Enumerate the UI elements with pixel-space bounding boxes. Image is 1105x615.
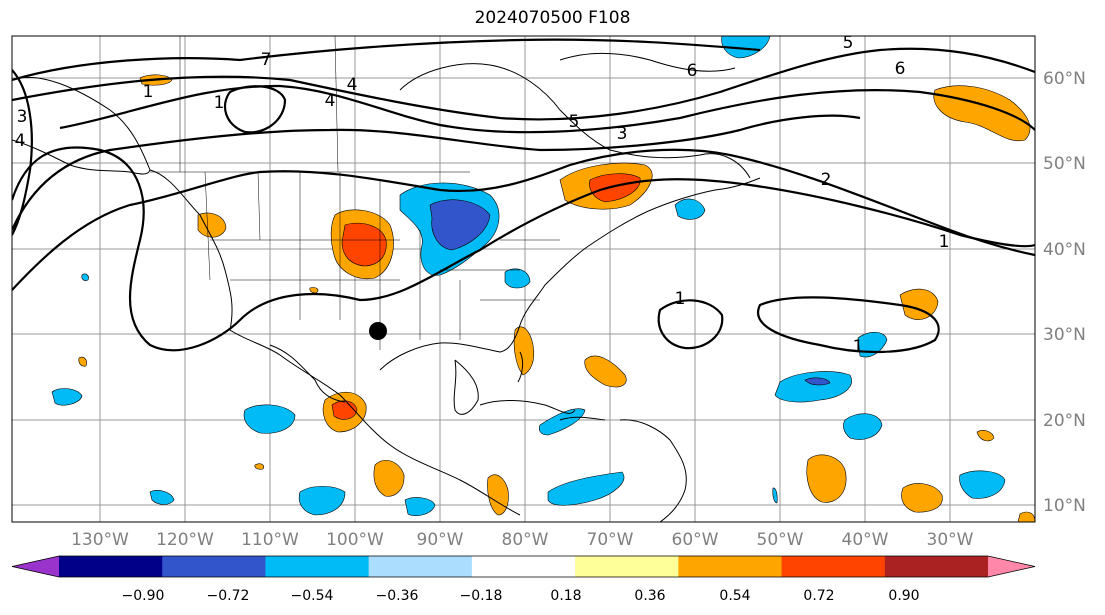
colorbar-segment bbox=[575, 556, 679, 577]
contour-label: 1 bbox=[939, 232, 950, 252]
lon-label: 100°W bbox=[326, 530, 384, 550]
contour-label: 1 bbox=[143, 82, 154, 102]
colorbar-segment bbox=[781, 556, 886, 577]
lon-label: 40°W bbox=[842, 530, 889, 550]
contour-label: 3 bbox=[17, 107, 28, 127]
colorbar-segment bbox=[162, 556, 266, 577]
map-frame bbox=[11, 35, 1036, 523]
lat-label: 60°N bbox=[1043, 69, 1086, 89]
lat-label: 50°N bbox=[1043, 154, 1086, 174]
colorbar-tick-label: −0.54 bbox=[291, 588, 334, 604]
map-title: 2024070500 F108 bbox=[474, 8, 631, 28]
lat-label: 40°N bbox=[1043, 240, 1086, 260]
colorbar-segment bbox=[59, 556, 163, 577]
contour-label: 5 bbox=[843, 33, 854, 53]
colorbar-tick-label: 0.54 bbox=[719, 588, 750, 604]
latitude-labels: 60°N 50°N 40°N 30°N 20°N 10°N bbox=[1043, 69, 1086, 516]
contour-label: 4 bbox=[15, 131, 26, 151]
colorbar-outline bbox=[11, 555, 1036, 578]
lon-label: 50°W bbox=[757, 530, 804, 550]
contour-label: 6 bbox=[687, 61, 698, 81]
colorbar-tick-label: −0.18 bbox=[460, 588, 503, 604]
lon-label: 90°W bbox=[417, 530, 464, 550]
lat-label: 30°N bbox=[1043, 325, 1086, 345]
longitude-labels: 130°W 120°W 110°W 100°W 90°W 80°W 70°W 6… bbox=[71, 530, 974, 550]
colorbar-extend-high bbox=[988, 556, 1035, 577]
colorbar-tick-label: −0.90 bbox=[122, 588, 165, 604]
lon-label: 120°W bbox=[156, 530, 214, 550]
colorbar-extend-low bbox=[12, 556, 59, 577]
colorbar-segment bbox=[678, 556, 783, 577]
colorbar-tick-labels: −0.90 −0.72 −0.54 −0.36 −0.18 0.18 0.36 … bbox=[122, 588, 920, 604]
colorbar-tick-label: 0.90 bbox=[888, 588, 919, 604]
gridlines bbox=[12, 36, 1035, 522]
lon-label: 70°W bbox=[587, 530, 634, 550]
contour-lines bbox=[12, 38, 1035, 354]
colorbar-tick-label: −0.72 bbox=[207, 588, 250, 604]
contour-label: 2 bbox=[821, 170, 832, 190]
colorbar-tick-label: 0.72 bbox=[803, 588, 834, 604]
lon-label: 30°W bbox=[927, 530, 974, 550]
contour-label: 1 bbox=[853, 337, 864, 357]
lat-label: 20°N bbox=[1043, 411, 1086, 431]
colorbar-tick-label: −0.36 bbox=[376, 588, 419, 604]
colorbar-segment bbox=[471, 556, 576, 577]
colorbar-segment bbox=[368, 556, 473, 577]
lon-label: 80°W bbox=[502, 530, 549, 550]
contour-label: 6 bbox=[895, 59, 906, 79]
contour-label-group: 1 1 1 1 1 2 3 3 4 4 4 5 6 6 7 5 bbox=[15, 33, 950, 357]
contour-label: 1 bbox=[214, 93, 225, 113]
contour-label: 4 bbox=[325, 91, 336, 111]
lon-label: 110°W bbox=[241, 530, 299, 550]
location-marker bbox=[369, 322, 387, 340]
contour-label: 1 bbox=[675, 289, 686, 309]
colorbar bbox=[11, 555, 1036, 578]
contour-label: 3 bbox=[617, 124, 628, 144]
colorbar-segment bbox=[265, 556, 370, 577]
colorbar-tick-label: 0.18 bbox=[550, 588, 581, 604]
contour-label: 7 bbox=[261, 50, 272, 70]
colorbar-tick-label: 0.36 bbox=[634, 588, 665, 604]
lon-label: 60°W bbox=[672, 530, 719, 550]
lat-label: 10°N bbox=[1043, 496, 1086, 516]
contour-label: 5 bbox=[569, 112, 580, 132]
contour-label: 4 bbox=[347, 75, 358, 95]
colorbar-segment bbox=[884, 556, 989, 577]
lon-label: 130°W bbox=[71, 530, 129, 550]
